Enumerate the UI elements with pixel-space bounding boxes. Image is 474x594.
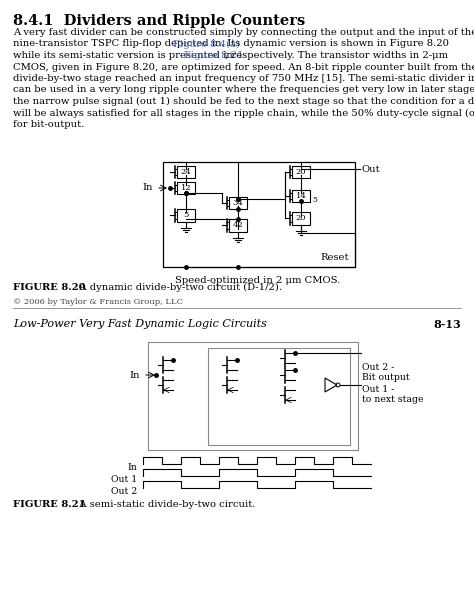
Text: 5: 5 [183,211,189,219]
Bar [229,219,247,232]
Text: to next stage: to next stage [362,394,423,403]
Text: 20: 20 [296,214,306,222]
Text: . Its dynamic version is shown in Figure 8.20: . Its dynamic version is shown in Figure… [221,39,449,49]
Text: 12: 12 [181,184,191,192]
Text: 24: 24 [181,168,191,176]
Bar [177,166,195,178]
Text: FIGURE 8.20: FIGURE 8.20 [13,283,86,292]
Text: Figure 8.4(a): Figure 8.4(a) [173,39,240,49]
Text: Out 2: Out 2 [111,486,137,495]
Text: Reset: Reset [320,254,348,263]
Bar [208,348,350,445]
Text: CMOS, given in Figure 8.20, are optimized for speed. An 8-bit ripple counter bui: CMOS, given in Figure 8.20, are optimize… [13,62,474,71]
Text: the narrow pulse signal (out 1) should be fed to the next stage so that the cond: the narrow pulse signal (out 1) should b… [13,97,474,106]
Text: nine-transistor TSPC flip-flop depicted in: nine-transistor TSPC flip-flop depicted … [13,39,225,49]
Bar [177,208,195,222]
Text: In: In [143,184,153,192]
Text: 34: 34 [233,199,244,207]
Text: Out 1: Out 1 [111,475,137,484]
Text: , respectively. The transistor widths in 2-μm: , respectively. The transistor widths in… [225,51,448,60]
Text: In: In [129,371,140,380]
Bar [292,166,310,178]
Text: 14: 14 [296,192,306,200]
Text: FIGURE 8.21: FIGURE 8.21 [13,500,86,509]
Text: Figure 8.21: Figure 8.21 [184,51,244,60]
Text: Low-Power Very Fast Dynamic Logic Circuits: Low-Power Very Fast Dynamic Logic Circui… [13,319,267,329]
Text: 20: 20 [296,168,306,176]
Text: while its semi-static version is presented in: while its semi-static version is present… [13,51,236,60]
Text: 8.4.1  Dividers and Ripple Counters: 8.4.1 Dividers and Ripple Counters [13,14,305,28]
Text: 5: 5 [312,196,317,204]
Text: © 2006 by Taylor & Francis Group, LLC: © 2006 by Taylor & Francis Group, LLC [13,298,183,306]
Text: Out 2 -: Out 2 - [362,364,394,372]
Bar [163,162,355,267]
Text: Out 1 -: Out 1 - [362,386,394,394]
Text: A dynamic divide-by-two circuit (D-1/2).: A dynamic divide-by-two circuit (D-1/2). [70,283,282,292]
Text: Speed-optimized in 2 μm CMOS.: Speed-optimized in 2 μm CMOS. [175,276,341,285]
Text: A semi-static divide-by-two circuit.: A semi-static divide-by-two circuit. [70,500,255,509]
Text: divide-by-two stage reached an input frequency of 750 MHz [15]. The semi-static : divide-by-two stage reached an input fre… [13,74,474,83]
Text: for bit-output.: for bit-output. [13,120,84,129]
Bar [148,342,358,450]
Bar [292,211,310,225]
Text: A very fast divider can be constructed simply by connecting the output and the i: A very fast divider can be constructed s… [13,28,474,37]
Text: 42: 42 [233,221,243,229]
Bar [292,190,310,202]
Text: In: In [127,463,137,472]
Text: Bit output: Bit output [362,372,410,381]
Bar [229,197,247,209]
Bar [177,182,195,194]
Text: will be always satisfied for all stages in the ripple chain, while the 50% duty-: will be always satisfied for all stages … [13,109,474,118]
Text: can be used in a very long ripple counter where the frequencies get very low in : can be used in a very long ripple counte… [13,86,474,94]
Text: 8-13: 8-13 [433,319,461,330]
Text: Out: Out [362,165,381,173]
